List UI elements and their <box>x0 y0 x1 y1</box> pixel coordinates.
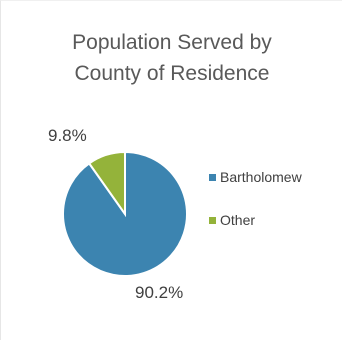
chart-title: Population Served by County of Residence <box>1 27 342 89</box>
chart-title-line-2: County of Residence <box>74 62 270 85</box>
pie-slice-other <box>87 150 126 218</box>
legend-label-bartholomew: Bartholomew <box>220 169 303 185</box>
legend-label-other: Other <box>220 212 255 228</box>
data-label-other: 9.8% <box>48 126 87 145</box>
legend-swatch-other <box>209 217 216 224</box>
legend: Bartholomew Other <box>209 169 303 228</box>
chart-title-line-1: Population Served by <box>72 31 272 54</box>
data-label-bartholomew: 90.2% <box>135 283 183 302</box>
legend-swatch-bartholomew <box>209 174 216 181</box>
pie-slices <box>62 150 188 277</box>
